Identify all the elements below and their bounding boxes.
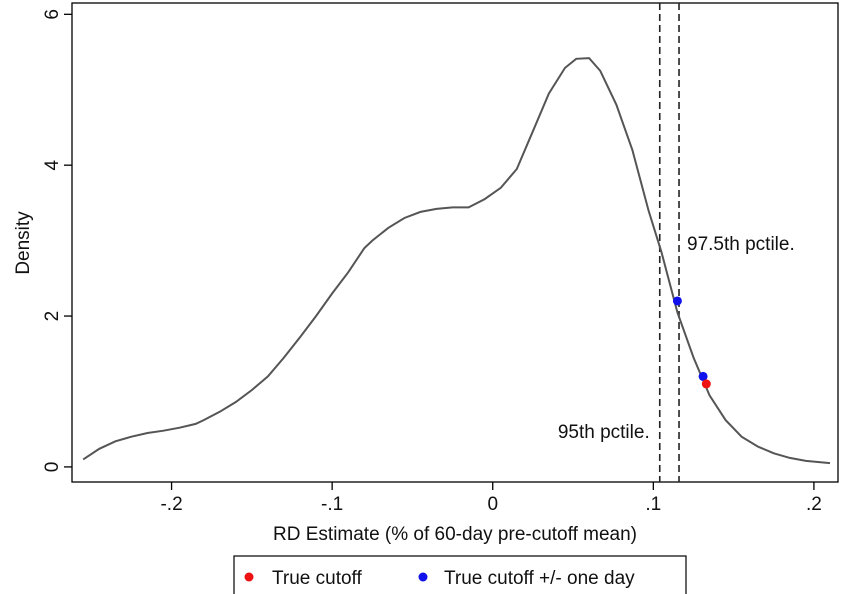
- legend-swatch-red: [244, 572, 254, 582]
- x-tick-label: -.1: [321, 494, 343, 515]
- percentile-annotations: 95th pctile. 97.5th pctile.: [558, 234, 795, 443]
- axis-ticks: -.2 -.1 0 .1 .2 0 2 4 6: [42, 9, 822, 515]
- x-tick-label: .2: [806, 494, 822, 515]
- cutoff-point-red: [701, 379, 711, 389]
- y-tick-label: 0: [42, 462, 63, 473]
- x-tick-label: 0: [487, 494, 498, 515]
- plot-frame: [71, 2, 839, 483]
- reference-lines: [658, 3, 680, 482]
- y-tick-label: 2: [42, 311, 63, 322]
- legend-swatch-blue: [418, 572, 428, 582]
- y-tick-label: 4: [42, 159, 63, 170]
- annotation-97-5th-pctile: 97.5th pctile.: [687, 234, 795, 255]
- x-tick-label: .1: [645, 494, 661, 515]
- x-tick-label: -.2: [160, 494, 182, 515]
- y-tick-label: 6: [42, 9, 63, 20]
- y-axis-title: Density: [13, 211, 34, 275]
- cutoff-point-blue: [672, 296, 682, 306]
- legend-box: [233, 555, 687, 594]
- legend: True cutoff True cutoff +/- one day: [233, 555, 687, 594]
- density-curve: [82, 57, 831, 465]
- cutoff-points: [672, 296, 711, 389]
- legend-label-true-cutoff: True cutoff: [272, 568, 362, 589]
- x-axis-title: RD Estimate (% of 60-day pre-cutoff mean…: [273, 524, 637, 545]
- annotation-95th-pctile: 95th pctile.: [558, 422, 650, 443]
- cutoff-point-blue: [698, 371, 708, 381]
- legend-label-plus-minus-day: True cutoff +/- one day: [444, 568, 635, 589]
